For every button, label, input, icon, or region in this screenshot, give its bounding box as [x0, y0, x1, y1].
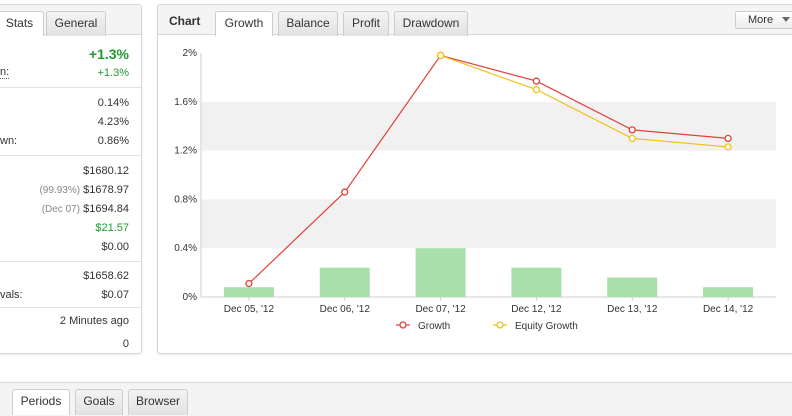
stat-row-interest: $0.00 — [0, 238, 141, 257]
divider — [0, 155, 141, 156]
stat-row-abs-gain: n: +1.3% — [0, 64, 141, 83]
more-label: More — [748, 14, 774, 26]
stat-row: 0.14% — [0, 94, 141, 113]
more-dropdown[interactable]: More — [735, 11, 792, 29]
stat-value: +1.3% — [97, 67, 130, 79]
stat-row-deposits: $1658.62 — [0, 267, 141, 286]
tab-stats[interactable]: Stats — [0, 11, 44, 36]
stat-value: 0.86% — [97, 135, 129, 147]
stat-value: $21.57 — [95, 222, 129, 234]
stat-row-gain: +1.3% — [0, 45, 141, 64]
legend-label: Growth — [418, 321, 450, 332]
equity-growth-point — [436, 51, 445, 60]
y-tick-label: 0% — [183, 292, 198, 303]
stat-row-count: 0 — [0, 335, 141, 353]
stat-row-withdrawals: vals: $0.07 — [0, 286, 141, 305]
stat-label: vals: — [0, 289, 23, 301]
bar — [511, 267, 562, 297]
divider — [0, 307, 141, 308]
tab-general[interactable]: General — [46, 11, 106, 36]
stat-value: +1.3% — [88, 46, 129, 62]
legend-swatch-point — [496, 321, 504, 329]
stat-row-balance: $1680.12 — [0, 162, 141, 181]
chart-title: Chart — [169, 14, 201, 28]
stats-panel: Stats General +1.3% n: +1.3% 0.14% 4.23%… — [0, 4, 142, 354]
tab-drawdown[interactable]: Drawdown — [394, 11, 468, 36]
stat-value: 4.23% — [97, 116, 129, 128]
x-tick-label: Dec 05, '12 — [224, 304, 275, 315]
tab-profit[interactable]: Profit — [343, 11, 389, 36]
grid-band — [201, 199, 776, 249]
stat-row: 4.23% — [0, 113, 141, 132]
x-tick-label: Dec 14, '12 — [703, 304, 754, 315]
stat-value: $1678.97 — [83, 184, 129, 196]
caret-down-icon — [782, 17, 790, 22]
legend-swatch-point — [399, 321, 407, 329]
stat-value-with-prefix: (99.93%) $1678.97 — [39, 184, 129, 196]
tab-browser[interactable]: Browser — [128, 389, 188, 415]
growth-point — [341, 188, 349, 196]
growth-point — [245, 279, 253, 288]
equity-growth-point — [628, 134, 636, 143]
bar — [607, 277, 658, 297]
y-tick-label: 0.4% — [174, 243, 197, 254]
stat-value: 0 — [122, 338, 129, 350]
stat-value: $0.07 — [101, 289, 129, 301]
growth-point — [724, 134, 732, 143]
stat-value: 0.14% — [97, 97, 129, 109]
stat-value: $1694.84 — [83, 203, 129, 215]
y-tick-label: 0.8% — [174, 194, 197, 205]
divider — [0, 261, 141, 262]
stat-prefix: (99.93%) — [39, 185, 81, 196]
stat-row-drawdown: wn: 0.86% — [0, 132, 141, 151]
stat-row-profit: $21.57 — [0, 219, 141, 238]
stat-row-equity: (99.93%) $1678.97 — [0, 181, 141, 200]
growth-chart: 0% 0.4% 0.8% 1.2% 1.6% 2% Dec 05, '12 Dec 06, '… — [174, 48, 776, 332]
stat-value: $0.00 — [101, 241, 129, 253]
stat-label: n: — [0, 66, 10, 79]
stat-value-with-prefix: (Dec 07) $1694.84 — [42, 203, 129, 215]
x-tick-label: Dec 12, '12 — [511, 304, 562, 315]
growth-point — [628, 126, 636, 134]
y-tick-label: 1.2% — [174, 146, 197, 157]
legend-label: Equity Growth — [515, 321, 578, 332]
stat-label: wn: — [0, 135, 18, 147]
x-tick-label: Dec 07, '12 — [415, 304, 466, 315]
stat-row-updated: 2 Minutes ago — [0, 312, 141, 331]
stat-prefix: (Dec 07) — [41, 204, 81, 215]
y-tick-label: 1.6% — [174, 97, 197, 108]
stats-tabs-bar: Stats General — [0, 5, 141, 36]
equity-growth-point — [724, 143, 732, 151]
chart-header: Chart Growth Balance Profit Drawdown Mor… — [158, 5, 792, 36]
bottom-tabs-bar: Periods Goals Browser — [0, 382, 792, 416]
stat-row-highest: (Dec 07) $1694.84 — [0, 200, 141, 219]
bar — [223, 287, 274, 297]
stat-value: $1658.62 — [83, 270, 129, 282]
tab-growth[interactable]: Growth — [215, 11, 273, 36]
tab-goals[interactable]: Goals — [75, 389, 123, 415]
bar — [415, 248, 466, 297]
tab-periods[interactable]: Periods — [12, 389, 70, 415]
stat-value: 2 Minutes ago — [59, 315, 129, 327]
stat-value: $1680.12 — [83, 165, 129, 177]
bar — [319, 267, 370, 297]
bar — [703, 287, 754, 297]
divider — [0, 87, 141, 88]
y-tick-label: 2% — [183, 48, 198, 59]
equity-growth-line — [440, 54, 729, 148]
equity-growth-point — [532, 85, 541, 94]
growth-point — [532, 77, 541, 85]
growth-line — [248, 54, 729, 285]
x-tick-label: Dec 13, '12 — [607, 304, 658, 315]
chart-panel: Chart Growth Balance Profit Drawdown Mor… — [157, 4, 792, 354]
x-tick-label: Dec 06, '12 — [320, 304, 371, 315]
tab-balance[interactable]: Balance — [278, 11, 338, 36]
